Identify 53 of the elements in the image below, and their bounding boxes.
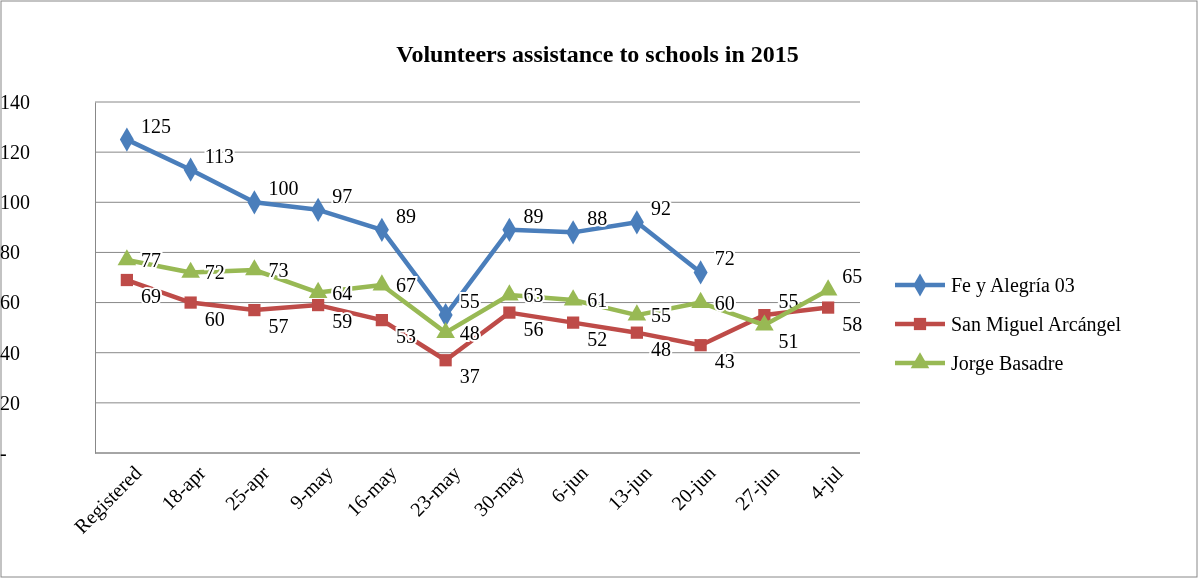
x-tick-label: 6-jun <box>546 461 593 508</box>
data-label: 63 <box>523 284 544 307</box>
data-label: 72 <box>204 261 225 284</box>
legend-label: Fe y Alegría 03 <box>951 274 1075 297</box>
point <box>503 306 516 319</box>
data-label: 43 <box>714 350 735 373</box>
y-tick-label: - <box>0 441 7 464</box>
point <box>375 314 388 327</box>
y-tick-label: 60 <box>0 291 20 314</box>
data-label: 92 <box>650 197 671 220</box>
data-label: 60 <box>204 307 225 330</box>
data-label: 89 <box>523 204 544 227</box>
point <box>567 316 580 329</box>
data-label: 52 <box>587 327 608 350</box>
y-tick-label: 120 <box>0 141 30 164</box>
x-tick-label: 4-jul <box>804 461 849 505</box>
data-label: 57 <box>268 315 289 338</box>
data-label: 58 <box>842 312 863 335</box>
y-tick-label: 100 <box>0 191 30 214</box>
point <box>822 301 835 314</box>
legend-label: Jorge Basadre <box>951 352 1064 375</box>
data-label: 59 <box>332 310 353 333</box>
legend-label: San Miguel Arcángel <box>951 313 1122 336</box>
data-label: 88 <box>587 207 608 230</box>
point <box>312 298 325 312</box>
data-label: 48 <box>459 321 480 344</box>
data-label: 125 <box>140 114 171 137</box>
data-label: 67 <box>395 274 416 297</box>
y-tick-label: 140 <box>0 90 30 113</box>
y-tick-label: 20 <box>0 391 20 414</box>
data-label: 48 <box>650 337 671 360</box>
data-label: 89 <box>395 204 416 227</box>
data-label: 60 <box>714 291 735 314</box>
data-label: 72 <box>714 247 735 270</box>
y-tick-label: 40 <box>0 341 20 364</box>
data-label: 37 <box>459 365 480 388</box>
point <box>630 326 643 339</box>
data-label: 55 <box>459 290 480 313</box>
point <box>184 296 197 309</box>
data-label: 65 <box>842 265 863 288</box>
chart-title: Volunteers assistance to schools in 2015 <box>396 41 799 67</box>
data-label: 73 <box>268 258 289 281</box>
data-label: 69 <box>140 285 161 308</box>
point <box>248 303 261 317</box>
data-label: 100 <box>268 177 299 200</box>
point <box>694 339 707 352</box>
data-label: 113 <box>204 144 234 167</box>
data-label: 56 <box>523 317 544 340</box>
data-label: 51 <box>778 330 799 353</box>
point <box>439 354 452 367</box>
data-label: 97 <box>332 184 353 207</box>
y-tick-label: 80 <box>0 241 20 264</box>
point <box>120 273 133 287</box>
